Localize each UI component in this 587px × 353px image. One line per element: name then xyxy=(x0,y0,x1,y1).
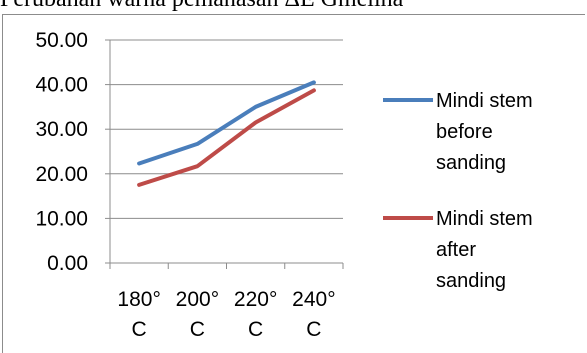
y-tick-label: 40.00 xyxy=(35,74,88,97)
x-tick-label: 240° C xyxy=(292,288,335,341)
legend-label-line: sanding xyxy=(436,152,506,174)
legend-label-line: Mindi stem xyxy=(436,208,533,230)
y-tick-label: 30.00 xyxy=(35,118,88,141)
header-fragment: Perubahan warna pemanasan ΔE Gmelina xyxy=(0,0,403,13)
legend-label-line: before xyxy=(436,121,493,143)
x-tick-label-line: C xyxy=(306,318,321,341)
y-tick-label: 50.00 xyxy=(35,29,88,52)
legend-label-line: sanding xyxy=(436,270,506,292)
x-tick-label-line: 240° xyxy=(292,288,335,311)
legend-entry: Mindi stem after sanding xyxy=(383,208,533,292)
chart-frame xyxy=(2,14,585,353)
x-tick-label-line: C xyxy=(248,318,263,341)
legend: Mindi stem before sanding Mindi stem after sa… xyxy=(383,90,533,292)
legend-label-line: Mindi stem xyxy=(436,90,533,112)
x-tick-labels: 180° C 200° C 220° C 240° C xyxy=(117,288,335,341)
y-tick-label: 20.00 xyxy=(35,163,88,186)
y-tick-label: 0.00 xyxy=(47,252,88,275)
x-tick-label-line: C xyxy=(132,318,147,341)
x-tick-label-line: C xyxy=(190,318,205,341)
x-tick-label: 180° C xyxy=(117,288,160,341)
legend-label-line: after xyxy=(436,239,476,261)
gridlines xyxy=(110,39,343,219)
legend-entry: Mindi stem before sanding xyxy=(383,90,533,174)
series-lines xyxy=(137,80,316,187)
y-tick-label: 10.00 xyxy=(35,207,88,230)
y-tick-labels: 0.00 10.00 20.00 30.00 40.00 50.00 xyxy=(35,29,88,275)
x-tick-label: 200° C xyxy=(176,288,219,341)
axes xyxy=(105,39,344,269)
series-line xyxy=(137,80,316,166)
x-tick-label: 220° C xyxy=(234,288,277,341)
x-tick-label-line: 180° xyxy=(117,288,160,311)
x-tick-label-line: 220° xyxy=(234,288,277,311)
x-tick-label-line: 200° xyxy=(176,288,219,311)
series-line xyxy=(137,88,316,187)
